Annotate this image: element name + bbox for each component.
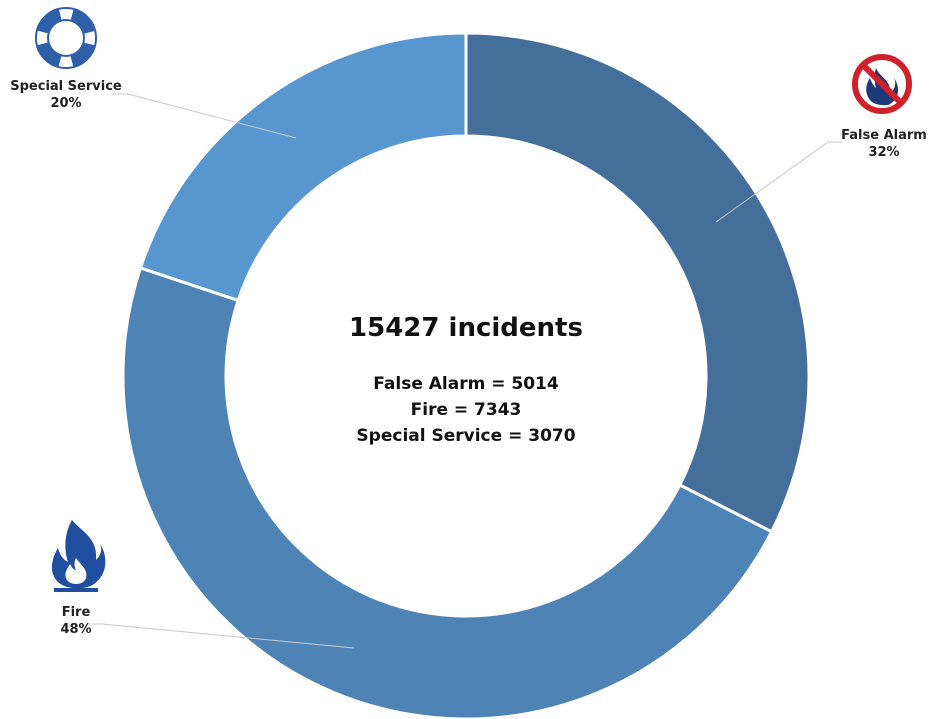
donut-segments [121,31,811,719]
leader-lines [92,93,842,649]
label-special-service-percent: 20% [50,96,81,111]
leader-line-fire [92,623,355,649]
life-ring-icon [35,7,97,69]
center-line-false-alarm: False Alarm = 5014 [373,374,559,394]
label-false-alarm-percent: 32% [868,145,899,160]
label-false-alarm-name: False Alarm [841,128,927,143]
segment-special-service [138,31,468,303]
label-special-service-name: Special Service [10,79,122,94]
segment-false-alarm [464,31,811,534]
leader-line-false-alarm [715,141,842,223]
label-fire-name: Fire [62,605,91,620]
no-fire-icon [852,54,912,114]
label-fire-percent: 48% [60,622,91,637]
segment-fire [121,266,774,719]
center-line-fire: Fire = 7343 [411,400,522,420]
flame-icon [51,520,106,592]
center-title: 15427 incidents [349,313,583,343]
leader-line-special-service [112,93,297,139]
center-line-special-service: Special Service = 3070 [356,426,575,446]
